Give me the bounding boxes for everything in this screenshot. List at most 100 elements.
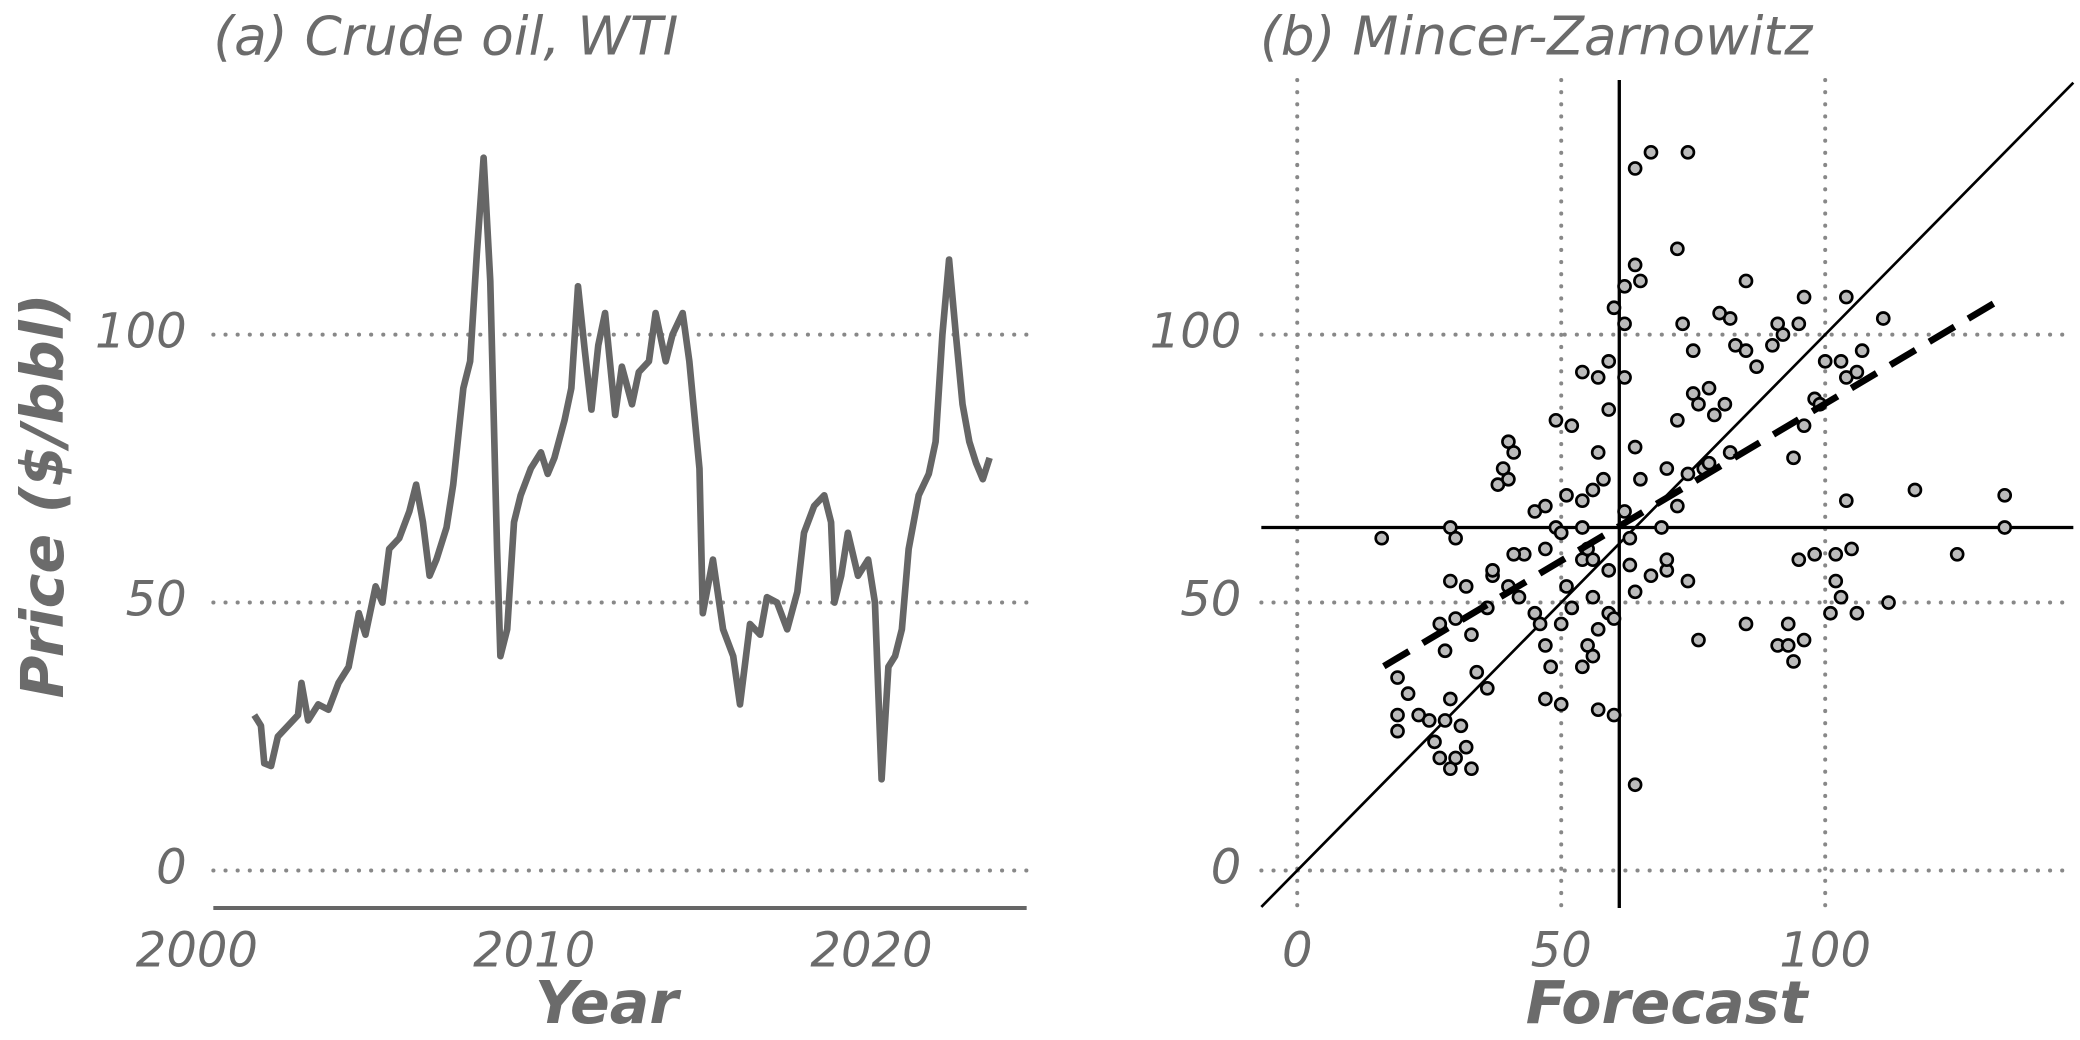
point — [1443, 691, 1458, 707]
point — [1997, 520, 2013, 535]
point — [1627, 257, 1643, 273]
point — [1627, 439, 1643, 455]
point — [1833, 589, 1849, 605]
point — [1633, 273, 1648, 289]
point — [1617, 316, 1632, 332]
x-tick-label: 50 — [1531, 922, 1592, 978]
point — [1374, 530, 1390, 546]
point — [1596, 471, 1611, 487]
point — [1574, 659, 1590, 675]
point — [1828, 546, 1844, 562]
point — [1949, 546, 1965, 562]
point — [1997, 488, 2013, 503]
point — [1559, 579, 1574, 594]
point — [1427, 734, 1442, 750]
point — [1617, 370, 1632, 385]
point — [1432, 750, 1448, 766]
point — [1770, 316, 1786, 332]
point — [1485, 563, 1500, 578]
point — [1817, 354, 1833, 369]
point — [1765, 337, 1780, 353]
point — [1828, 573, 1844, 589]
point — [1659, 461, 1675, 476]
point — [1437, 643, 1453, 659]
point — [1780, 638, 1796, 653]
point — [1590, 445, 1606, 460]
point — [1606, 300, 1622, 316]
point — [1691, 396, 1706, 412]
point — [1464, 761, 1479, 776]
point — [1854, 343, 1870, 358]
point — [1833, 354, 1849, 369]
point — [1670, 498, 1685, 514]
point — [1532, 616, 1548, 632]
point — [1807, 546, 1822, 562]
y-tick-label: 50 — [126, 572, 187, 628]
point — [1538, 691, 1553, 707]
point — [1590, 621, 1606, 637]
point — [1585, 648, 1601, 664]
point — [1780, 616, 1796, 632]
point — [1390, 707, 1405, 723]
point — [1791, 316, 1807, 332]
point — [1738, 616, 1754, 632]
point — [1712, 305, 1727, 321]
x-tick-label: 2010 — [473, 922, 595, 978]
point — [1643, 145, 1659, 160]
point — [1585, 552, 1601, 567]
point — [1479, 680, 1495, 696]
point — [1654, 520, 1669, 535]
point — [1458, 579, 1474, 594]
point — [1400, 686, 1416, 701]
point — [1601, 563, 1617, 578]
point — [1627, 777, 1643, 793]
point — [1538, 498, 1553, 514]
point — [1448, 530, 1463, 546]
point — [1791, 552, 1807, 567]
point — [1643, 568, 1659, 584]
point — [1796, 289, 1812, 305]
point — [1553, 525, 1569, 541]
point — [1585, 589, 1601, 605]
point — [1627, 584, 1643, 600]
point — [1443, 573, 1458, 589]
point — [1421, 713, 1437, 728]
point — [1717, 396, 1733, 412]
point — [1622, 557, 1638, 573]
point — [1548, 412, 1564, 428]
y-tick-label: 0 — [156, 839, 187, 895]
point — [1670, 241, 1685, 257]
x-tick-label: 2020 — [810, 922, 932, 978]
x-tick-label: 2000 — [136, 922, 258, 978]
point — [1437, 713, 1453, 728]
point — [1796, 418, 1812, 434]
point — [1390, 723, 1405, 739]
point — [1585, 482, 1601, 498]
point — [1749, 359, 1764, 375]
point — [1559, 488, 1574, 503]
point — [1564, 600, 1580, 616]
point — [1469, 664, 1485, 680]
point — [1844, 541, 1859, 557]
point — [1680, 573, 1696, 589]
point — [1538, 638, 1553, 653]
point — [1590, 370, 1606, 385]
point — [1881, 595, 1896, 610]
fit-line — [1382, 293, 2008, 670]
point — [1670, 412, 1685, 428]
point — [1506, 445, 1522, 460]
point — [1448, 611, 1463, 626]
point — [1506, 546, 1522, 562]
point — [1501, 471, 1516, 487]
point — [1543, 659, 1558, 675]
point — [1606, 707, 1622, 723]
point — [1849, 364, 1865, 380]
x-tick-label: 0 — [1282, 922, 1313, 978]
point — [1574, 364, 1590, 380]
point — [1511, 589, 1527, 605]
point — [1464, 627, 1479, 643]
point — [1738, 343, 1754, 358]
point — [1659, 552, 1675, 567]
